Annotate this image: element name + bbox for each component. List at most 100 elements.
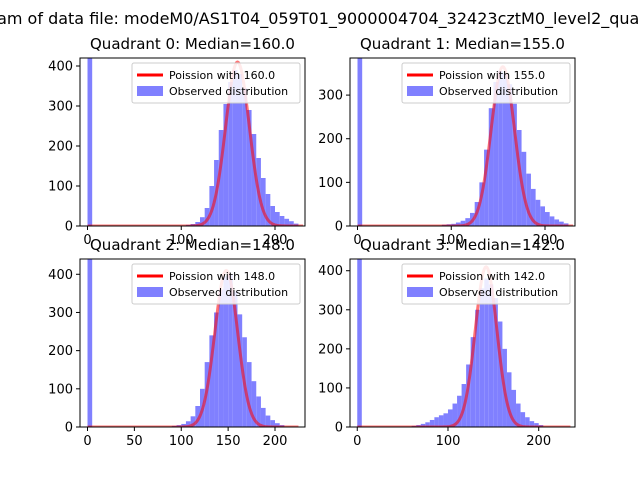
x-tick-label: 100	[439, 233, 464, 248]
legend: Poission with 155.0 Observed distribution	[401, 62, 571, 104]
histogram-bar	[488, 108, 494, 226]
histogram-bar	[87, 58, 93, 226]
figure-title: Histogram of data file: modeM0/AS1T04_05…	[0, 9, 640, 29]
histogram-bar	[455, 222, 461, 226]
subplot-title: Quadrant 2: Median=148.0	[90, 236, 295, 254]
x-tick-label: 100	[169, 233, 194, 248]
x-tick-label: 0	[353, 434, 361, 449]
histogram-bar	[470, 337, 476, 427]
histogram-bar	[246, 362, 252, 427]
subplot-title: Quadrant 1: Median=155.0	[360, 35, 565, 53]
histogram-bar	[429, 419, 435, 427]
histogram-bar	[512, 103, 517, 226]
histogram-bar	[256, 396, 261, 427]
legend-label-fit: Poission with 155.0	[439, 69, 545, 82]
histogram-bar	[493, 82, 499, 226]
x-tick-label: 200	[263, 434, 288, 449]
histogram-bar	[223, 104, 229, 226]
y-tick-label: 100	[48, 382, 73, 397]
histogram-bar	[516, 403, 521, 427]
histogram-bar	[237, 74, 243, 226]
y-tick-label: 100	[318, 381, 343, 396]
histogram-bar	[466, 364, 471, 427]
y-tick-label: 200	[48, 140, 73, 155]
y-tick-label: 300	[48, 100, 73, 115]
plot-area	[86, 58, 304, 226]
x-tick-label: 0	[83, 434, 91, 449]
y-tick-label: 400	[48, 60, 73, 75]
histogram-bar	[554, 219, 560, 226]
histogram-bar	[357, 259, 362, 427]
x-tick-label: 0	[353, 233, 361, 248]
y-tick-label: 200	[48, 344, 73, 359]
y-tick-label: 0	[65, 220, 73, 235]
legend-label-observed: Observed distribution	[169, 286, 288, 299]
plot-area	[356, 58, 574, 226]
histogram-bar	[228, 82, 233, 226]
histogram-bar	[475, 309, 480, 427]
x-tick-label: 150	[216, 434, 241, 449]
legend: Poission with 148.0 Observed distribution	[131, 263, 301, 305]
histogram-bar	[443, 413, 448, 427]
legend-bar-swatch	[407, 287, 433, 297]
y-tick-label: 200	[318, 132, 343, 147]
legend: Poission with 142.0 Observed distribution	[401, 263, 571, 305]
legend-bar-swatch	[407, 86, 433, 96]
x-tick-label: 200	[533, 233, 558, 248]
histogram-bar	[275, 212, 280, 226]
y-tick-label: 100	[48, 180, 73, 195]
histogram-bar	[195, 406, 200, 427]
histogram-bar	[502, 73, 508, 226]
histogram-bar	[479, 288, 485, 427]
legend-bar-swatch	[137, 287, 163, 297]
histogram-bar	[200, 217, 205, 226]
legend-bar-swatch	[137, 86, 163, 96]
histogram-bar	[535, 199, 541, 226]
x-tick-label: 50	[126, 434, 143, 449]
y-tick-label: 100	[318, 176, 343, 191]
axes-frame	[79, 258, 306, 428]
histogram-bar	[488, 284, 494, 427]
y-tick-label: 300	[48, 306, 73, 321]
histogram-bar	[530, 188, 536, 226]
histogram-bar	[232, 70, 238, 226]
histogram-bar	[260, 407, 266, 427]
histogram-bar	[420, 423, 426, 427]
histogram-bar	[516, 130, 522, 226]
axes-frame	[349, 57, 576, 227]
histogram-bar	[529, 421, 535, 427]
subplots-container: 0 100 200 0 100 200 300 400 Quadrant 0: Median=1…	[48, 35, 576, 449]
histogram-bar	[549, 216, 555, 226]
y-tick-label: 300	[318, 89, 343, 104]
legend-box	[131, 263, 301, 305]
histogram-bar	[223, 276, 229, 427]
histogram-bar	[447, 409, 453, 427]
plot-area	[356, 259, 572, 427]
histogram-bar	[270, 206, 275, 226]
histogram-bar	[275, 423, 280, 427]
histogram-bar	[506, 372, 512, 427]
histogram-bar	[526, 173, 531, 226]
histogram-bar	[251, 134, 257, 226]
x-tick-label: 100	[436, 434, 461, 449]
histogram-bar	[497, 321, 503, 427]
histogram-bar	[525, 417, 530, 427]
histogram-bar	[218, 289, 224, 427]
y-tick-label: 200	[318, 342, 343, 357]
y-tick-label: 400	[318, 264, 343, 279]
histogram-bar	[279, 216, 285, 226]
histogram-bar	[228, 274, 233, 427]
histogram-bar	[452, 403, 458, 427]
histogram-bar	[265, 194, 271, 226]
y-tick-label: 400	[48, 268, 73, 283]
histogram-bar	[284, 218, 290, 226]
histogram-bar	[242, 88, 247, 226]
histogram-bar	[270, 420, 275, 427]
histogram-bar	[232, 291, 238, 427]
histogram-bar	[237, 314, 243, 427]
histogram-bar	[438, 415, 444, 427]
axes-frame	[79, 57, 306, 227]
histogram-bar	[498, 71, 503, 226]
x-tick-label: 100	[169, 434, 194, 449]
